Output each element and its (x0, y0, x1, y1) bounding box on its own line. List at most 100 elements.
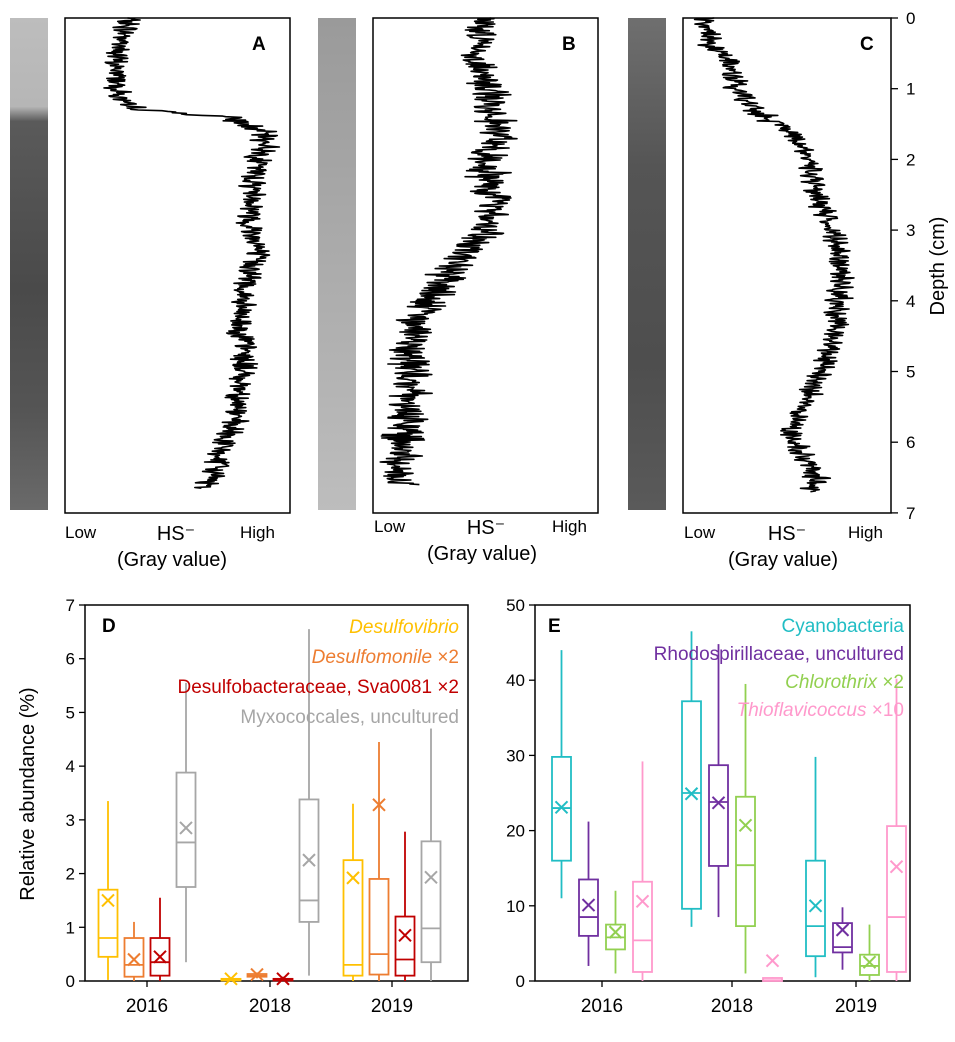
panel-c-xtick-low: Low (684, 523, 716, 542)
box-2016-3 (175, 682, 197, 963)
panel-a-xtick-high: High (240, 523, 275, 542)
box-mean-marker (835, 923, 850, 937)
legend-entry: Desulfovibrio (349, 617, 459, 638)
box-2016-2 (605, 890, 626, 974)
box-2018-0 (681, 631, 702, 927)
panel-a-xlabel: HS⁻ (157, 523, 195, 545)
box-2016-1 (123, 921, 145, 981)
box-iqr (175, 771, 197, 888)
panel-label-e: E (548, 616, 561, 637)
depth-tick-label: 4 (906, 292, 915, 311)
box-mean-marker (738, 818, 753, 833)
panel-d-legend: Desulfovibrio Desulfomonile ×2 Desulfobact… (177, 617, 459, 728)
box-2019-3 (420, 728, 442, 981)
box-mean-marker (554, 800, 569, 814)
y-tick-label: 2 (66, 865, 75, 884)
panel-b-xtick-high: High (552, 517, 587, 536)
depth-tick-label: 3 (906, 221, 915, 240)
box-2019-0 (805, 756, 826, 978)
box-2018-3 (762, 953, 783, 982)
panel-label-d: D (102, 616, 116, 637)
panel-label-b: B (562, 34, 576, 55)
box-iqr (681, 700, 702, 910)
x-tick-label: 2018 (711, 996, 753, 1017)
hs-trace-a (103, 17, 281, 489)
panel-e-y-axis: 0 10 20 30 40 50 (506, 596, 535, 991)
x-tick-label: 2016 (126, 996, 168, 1017)
box-2016-0 (97, 801, 119, 980)
depth-axis: 0 1 2 3 4 5 6 7 (891, 9, 915, 523)
box-mean-marker (179, 821, 193, 835)
box-mean-marker (862, 955, 877, 969)
box-mean-marker (127, 952, 141, 967)
depth-tick-label: 6 (906, 433, 915, 452)
panel-e-frame (534, 604, 911, 982)
core-image-b (318, 18, 356, 510)
box-mean-marker (424, 870, 438, 885)
box-mean-marker (153, 950, 167, 964)
panel-c-xlabel-sub: (Gray value) (728, 549, 838, 571)
depth-tick-label: 1 (906, 80, 915, 99)
box-iqr (298, 798, 320, 923)
x-tick-label: 2019 (835, 996, 877, 1017)
panel-e-x-axis: 2016 2018 2019 (581, 981, 877, 1017)
box-iqr (394, 915, 416, 977)
box-mean-marker (302, 853, 316, 867)
panel-e-boxes (551, 631, 907, 982)
box-mean-marker (372, 798, 386, 812)
panel-b-frame (372, 17, 599, 514)
legend-entry: Myxococcales, uncultured (240, 707, 459, 728)
panel-label-a: A (252, 34, 266, 55)
panel-c-frame (682, 17, 892, 514)
box-2016-3 (632, 761, 653, 981)
box-iqr (97, 888, 119, 958)
box-mean-marker (808, 899, 823, 913)
box-2019-0 (342, 803, 364, 981)
box-mean-marker (398, 928, 412, 943)
box-iqr (708, 764, 729, 867)
box-iqr (805, 859, 826, 958)
box-2016-2 (149, 897, 171, 981)
y-tick-label: 30 (506, 746, 525, 765)
core-image-c (628, 18, 666, 510)
depth-tick-label: 0 (906, 9, 915, 28)
box-iqr (368, 878, 390, 976)
panel-a-xlabel-sub: (Gray value) (117, 549, 227, 571)
hs-trace-c (693, 17, 855, 493)
box-mean-marker (224, 972, 238, 986)
box-2016-1 (578, 821, 599, 966)
panel-d-ylabel: Relative abundance (%) (17, 687, 39, 900)
panel-d-y-axis: 0 1 2 3 4 5 6 7 (66, 596, 85, 991)
box-2018-0 (220, 972, 242, 986)
box-mean-marker (346, 871, 360, 885)
box-mean-marker (250, 967, 264, 982)
y-tick-label: 5 (66, 703, 75, 722)
box-iqr (886, 825, 907, 973)
y-tick-label: 0 (66, 972, 75, 991)
box-2016-0 (551, 650, 572, 899)
y-tick-label: 3 (66, 811, 75, 830)
y-tick-label: 20 (506, 822, 525, 841)
depth-tick-label: 5 (906, 363, 915, 382)
box-iqr (632, 880, 653, 973)
panel-c-xtick-high: High (848, 523, 883, 542)
panel-e-legend: Cyanobacteria Rhodospirillaceae, uncultur… (654, 616, 905, 721)
box-iqr (149, 937, 171, 977)
box-2018-2 (735, 683, 756, 974)
box-iqr (342, 859, 364, 977)
box-iqr (859, 953, 880, 976)
panel-d-boxes (97, 629, 442, 986)
y-tick-label: 10 (506, 897, 525, 916)
box-mean-marker (581, 898, 596, 912)
x-tick-label: 2016 (581, 996, 623, 1017)
box-2019-2 (859, 924, 880, 981)
box-mean-marker (684, 787, 699, 801)
box-2018-1 (708, 644, 729, 918)
legend-entry: Cyanobacteria (781, 616, 904, 637)
panel-d-x-axis: 2016 2018 2019 (126, 981, 413, 1017)
panel-b-xlabel-sub: (Gray value) (427, 543, 537, 565)
y-tick-label: 1 (66, 918, 75, 937)
panel-a-frame (64, 17, 291, 514)
depth-tick-label: 2 (906, 150, 915, 169)
